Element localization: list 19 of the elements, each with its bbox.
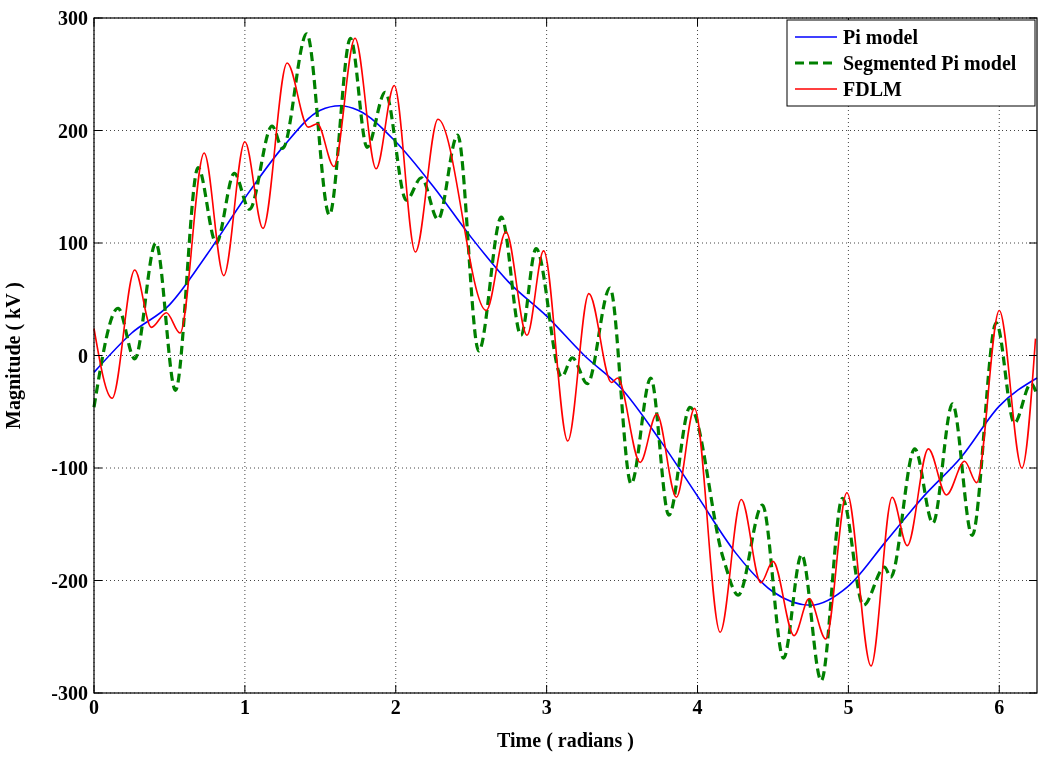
legend-label: FDLM [843, 78, 902, 100]
x-tick-label: 1 [239, 696, 250, 718]
y-tick-label: 0 [78, 344, 88, 367]
x-tick-label: 3 [541, 696, 552, 718]
y-tick-label: 200 [58, 119, 88, 142]
line-series [93, 104, 1038, 607]
legend-label: Segmented Pi model [843, 52, 1017, 75]
legend-label: Pi model [843, 26, 919, 48]
x-tick-label: 4 [692, 696, 703, 718]
y-tick-label: -100 [51, 457, 88, 479]
x-tick-label: 2 [390, 696, 401, 718]
x-tick-label: 5 [843, 696, 854, 718]
y-axis-title: Magnitude ( kV ) [2, 282, 25, 429]
y-tick-label: -300 [51, 682, 88, 704]
y-tick-label: 100 [58, 232, 88, 254]
x-axis-title: Time ( radians ) [497, 729, 634, 752]
y-tick-label: 300 [58, 7, 88, 29]
x-tick-label: 6 [994, 696, 1005, 718]
y-tick-label: -200 [51, 569, 88, 592]
